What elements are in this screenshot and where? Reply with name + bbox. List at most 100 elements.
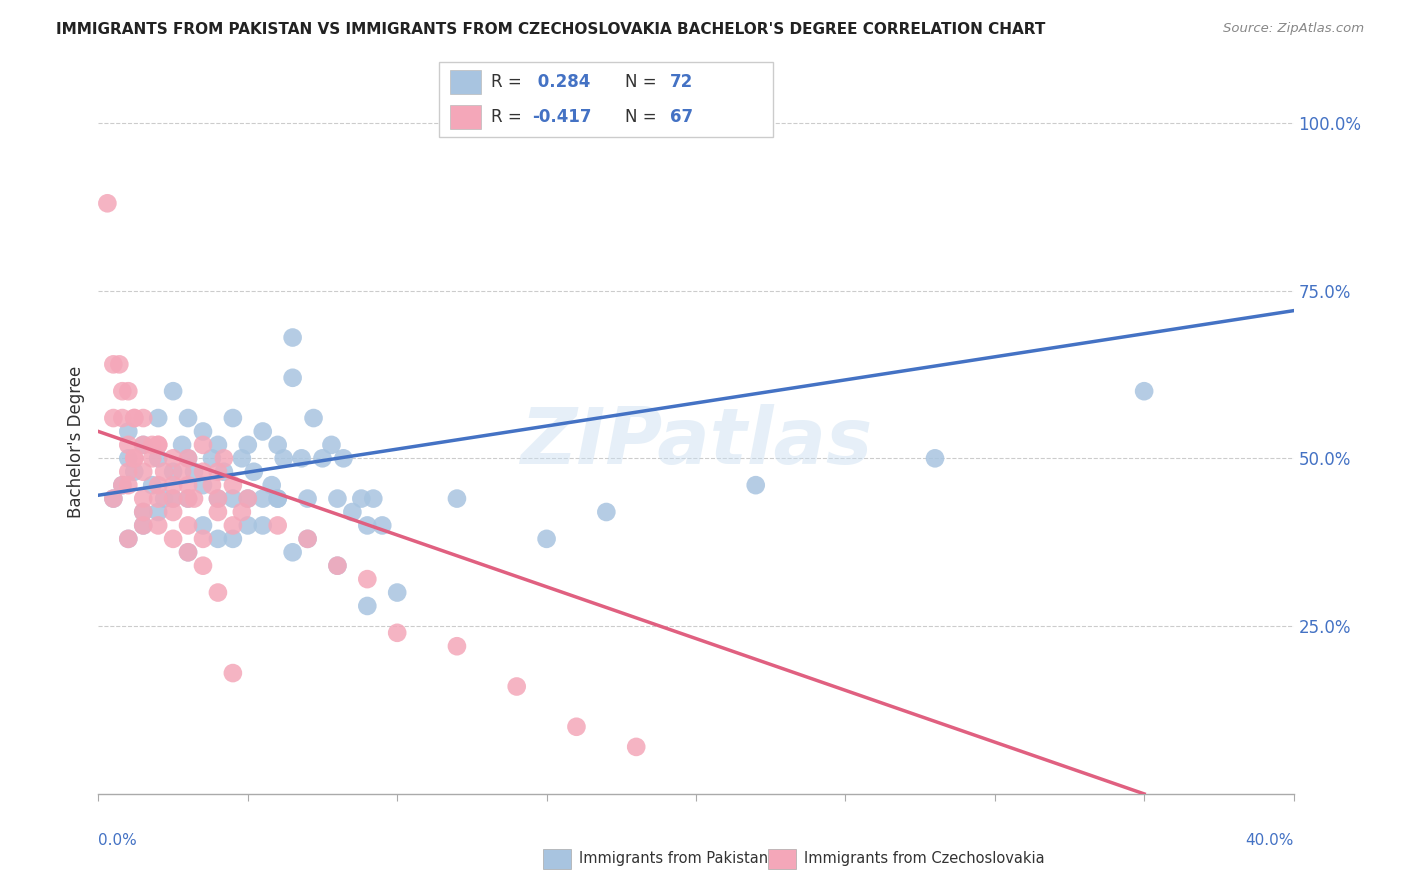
Point — [103, 491, 125, 506]
Point — [148, 505, 170, 519]
Point — [385, 625, 409, 640]
Point — [162, 491, 184, 506]
Point — [132, 518, 155, 533]
Text: 72: 72 — [671, 73, 693, 91]
Point — [183, 465, 205, 479]
Point — [162, 532, 184, 546]
Point — [96, 196, 118, 211]
Point — [132, 518, 155, 533]
FancyBboxPatch shape — [450, 105, 481, 128]
Point — [191, 532, 214, 546]
Point — [177, 491, 200, 506]
Point — [565, 720, 588, 734]
Point — [117, 425, 139, 439]
Point — [207, 532, 229, 546]
Point — [236, 438, 259, 452]
Text: R =: R = — [491, 73, 527, 91]
Point — [207, 491, 229, 506]
FancyBboxPatch shape — [439, 62, 773, 136]
Point — [148, 518, 170, 533]
Point — [273, 451, 295, 466]
Point — [1133, 384, 1156, 399]
Point — [124, 465, 146, 479]
Point — [124, 411, 146, 425]
Point — [111, 478, 134, 492]
Point — [162, 451, 184, 466]
Point — [108, 357, 131, 371]
Point — [177, 478, 200, 492]
Text: Immigrants from Pakistan: Immigrants from Pakistan — [579, 852, 769, 866]
Point — [141, 451, 163, 466]
FancyBboxPatch shape — [450, 70, 481, 94]
Point — [103, 411, 125, 425]
Point — [302, 411, 325, 425]
Y-axis label: Bachelor's Degree: Bachelor's Degree — [66, 366, 84, 517]
Point — [267, 491, 290, 506]
Point — [446, 639, 468, 653]
Point — [177, 451, 200, 466]
Text: R =: R = — [491, 108, 527, 126]
Point — [177, 545, 200, 559]
Text: 0.0%: 0.0% — [98, 832, 138, 847]
Point — [132, 491, 155, 506]
Text: Source: ZipAtlas.com: Source: ZipAtlas.com — [1223, 22, 1364, 36]
Point — [326, 558, 349, 573]
Point — [172, 438, 194, 452]
Point — [342, 505, 364, 519]
Point — [117, 384, 139, 399]
Point — [356, 599, 378, 613]
Point — [162, 465, 184, 479]
Text: Immigrants from Czechoslovakia: Immigrants from Czechoslovakia — [804, 852, 1045, 866]
Point — [267, 438, 290, 452]
Point — [177, 545, 200, 559]
Point — [222, 411, 245, 425]
Point — [191, 438, 214, 452]
Text: 0.284: 0.284 — [533, 73, 591, 91]
Point — [141, 478, 163, 492]
Point — [191, 518, 214, 533]
Point — [536, 532, 558, 546]
Point — [297, 532, 319, 546]
Point — [350, 491, 373, 506]
Point — [177, 518, 200, 533]
Point — [222, 532, 245, 546]
Point — [148, 478, 170, 492]
Point — [141, 438, 163, 452]
Point — [117, 438, 139, 452]
Point — [222, 666, 245, 681]
Point — [191, 465, 214, 479]
Point — [212, 465, 235, 479]
Point — [332, 451, 354, 466]
Point — [201, 451, 224, 466]
Point — [207, 491, 229, 506]
Point — [212, 451, 235, 466]
Point — [132, 438, 155, 452]
Point — [111, 478, 134, 492]
Point — [281, 545, 304, 559]
Point — [103, 357, 125, 371]
Point — [281, 330, 304, 344]
Point — [177, 411, 200, 425]
Point — [326, 491, 349, 506]
Point — [207, 585, 229, 599]
Point — [924, 451, 946, 466]
Point — [177, 451, 200, 466]
Point — [356, 572, 378, 586]
Point — [371, 518, 394, 533]
Point — [162, 491, 184, 506]
Point — [207, 465, 229, 479]
Point — [153, 491, 176, 506]
Point — [207, 438, 229, 452]
Point — [148, 491, 170, 506]
Point — [117, 532, 139, 546]
Point — [326, 558, 349, 573]
Point — [506, 680, 529, 694]
Point — [222, 491, 245, 506]
Point — [162, 478, 184, 492]
Point — [148, 451, 170, 466]
Point — [111, 384, 134, 399]
Point — [132, 465, 155, 479]
Point — [222, 518, 245, 533]
Point — [132, 438, 155, 452]
Point — [132, 411, 155, 425]
